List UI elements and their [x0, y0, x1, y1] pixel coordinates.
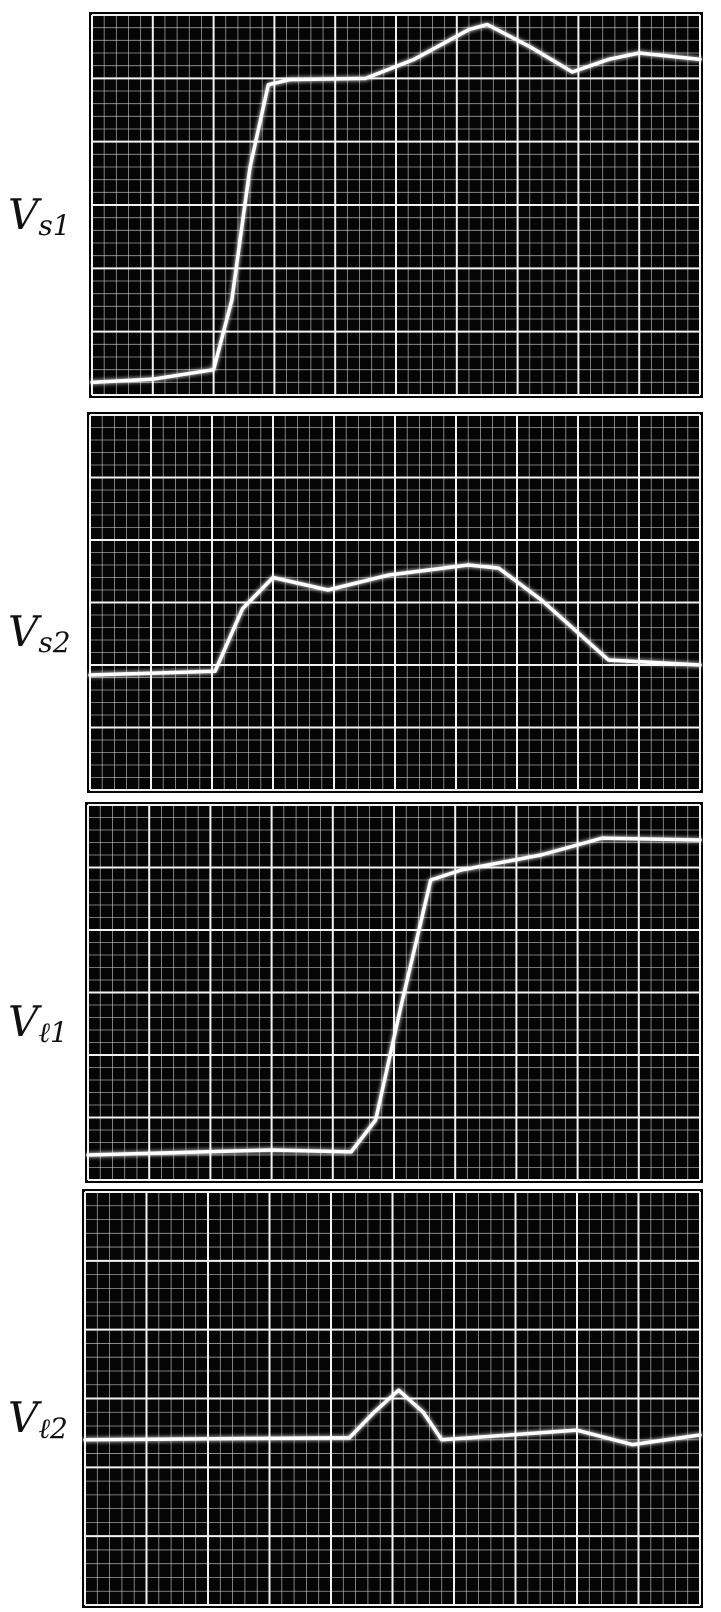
label-main: V [8, 997, 42, 1046]
trace-label: Vℓ2 [8, 1393, 68, 1445]
scope-panel: Vs2 [8, 412, 703, 793]
label-subscript: s2 [38, 626, 70, 659]
trace-label: Vℓ1 [8, 997, 68, 1049]
label-main: V [8, 190, 42, 239]
label-subscript: ℓ1 [38, 1016, 67, 1049]
scope-panel: Vℓ1 [8, 802, 703, 1183]
label-main: V [8, 1393, 42, 1442]
label-main: V [8, 607, 42, 656]
figure: Vs1Vs2Vℓ1Vℓ2 [0, 0, 721, 1612]
trace-label: Vs2 [8, 607, 71, 659]
trace-label: Vs1 [8, 190, 71, 242]
label-subscript: ℓ2 [38, 1412, 67, 1445]
scope-panel: Vℓ2 [8, 1189, 703, 1608]
page: Vs1Vs2Vℓ1Vℓ2 (() => { const data = JSON.… [0, 0, 721, 1612]
label-subscript: s1 [38, 209, 70, 242]
scope-panel: Vs1 [8, 12, 703, 398]
